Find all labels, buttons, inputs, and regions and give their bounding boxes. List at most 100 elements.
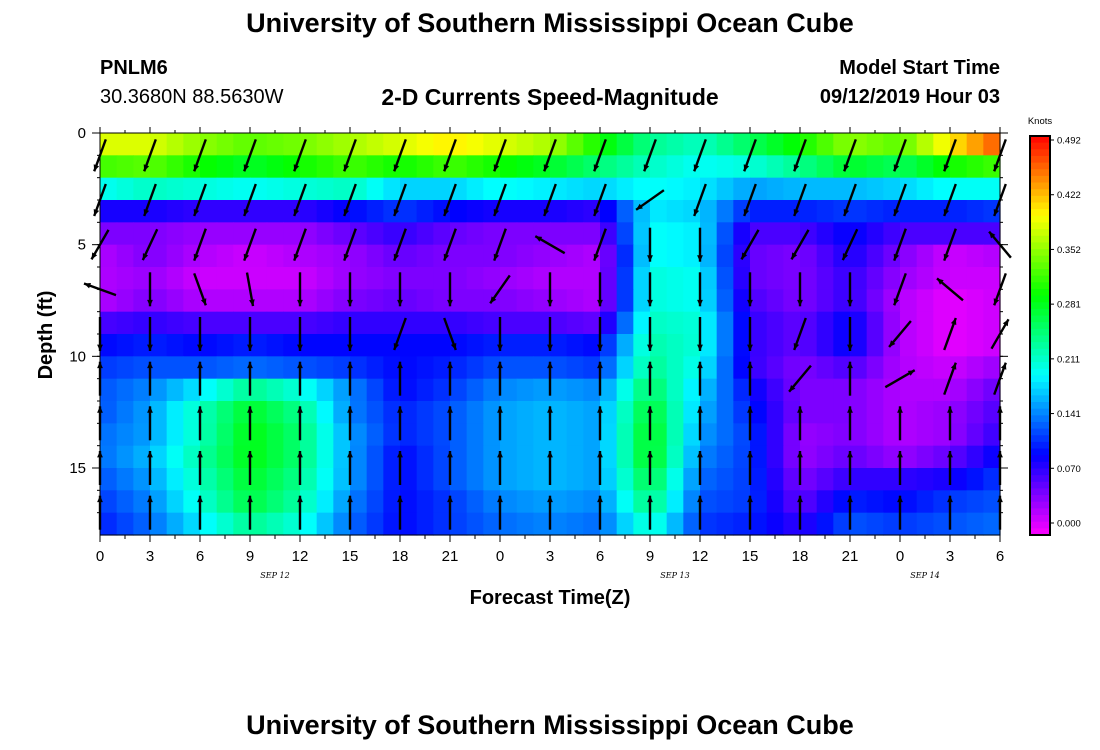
vector-head (297, 361, 303, 369)
heatmap-cell (433, 490, 451, 514)
heatmap-cell (550, 155, 568, 179)
heatmap-cell (966, 222, 984, 246)
heatmap-cell (133, 334, 151, 357)
heatmap-cell (216, 177, 234, 201)
current-vector (397, 495, 403, 530)
heatmap-cell (233, 177, 251, 201)
heatmap-cell (966, 177, 984, 201)
heatmap-cell (633, 133, 651, 156)
heatmap-cell (133, 468, 151, 491)
vector-head (797, 451, 803, 458)
heatmap-cell (566, 468, 584, 491)
heatmap-cell (833, 155, 851, 179)
vector-head (147, 344, 153, 351)
colorbar-segment (1030, 448, 1050, 456)
heatmap-cell (650, 512, 668, 536)
heatmap-cell (100, 468, 118, 491)
vector-head (297, 495, 303, 503)
colorbar-segment (1030, 242, 1050, 250)
heatmap-cell (700, 200, 718, 223)
current-vector (143, 138, 157, 172)
heatmap-cell (283, 401, 301, 424)
heatmap-cell (366, 378, 384, 402)
current-vector (847, 317, 853, 351)
heatmap-cell (866, 490, 884, 514)
heatmap-cell (550, 423, 568, 447)
heatmap-cell (100, 200, 118, 223)
colorbar-segment (1030, 269, 1050, 277)
heatmap-cell (933, 200, 951, 223)
heatmap-cell (550, 468, 568, 491)
x-tick-label: 3 (946, 548, 954, 565)
vector-head (847, 406, 853, 413)
heatmap-cell (466, 267, 484, 290)
heatmap-cell (850, 445, 868, 469)
vector-head (741, 252, 748, 260)
heatmap-cell (566, 289, 584, 313)
colorbar-title: Knots (1028, 116, 1053, 127)
x-tick-label: 15 (742, 548, 759, 565)
current-vector (897, 406, 903, 441)
vector-head (397, 361, 403, 369)
heatmap-cell (100, 267, 118, 290)
vector-head (693, 164, 700, 172)
heatmap-cell (650, 267, 668, 290)
heatmap-cell (933, 445, 951, 469)
plot-title: 2-D Currents Speed-Magnitude (381, 84, 719, 110)
heatmap-cell (150, 445, 168, 469)
heatmap-cell (616, 378, 634, 402)
heatmap-cell (700, 177, 718, 201)
heatmap-cell (550, 311, 568, 335)
heatmap-cell (200, 445, 218, 469)
heatmap-cell (850, 401, 868, 424)
heatmap-cell (133, 378, 151, 402)
heatmap-cell (683, 401, 701, 424)
vector-head (247, 495, 253, 503)
heatmap-cell (750, 356, 768, 380)
heatmap-cell (800, 155, 818, 179)
heatmap-cell (716, 155, 734, 179)
heatmap-cell (766, 222, 784, 246)
vector-head (347, 344, 353, 351)
vector-head (243, 164, 250, 172)
heatmap-cell (650, 356, 668, 380)
vector-head (347, 451, 353, 458)
current-vector (297, 272, 303, 307)
current-vector (347, 361, 353, 396)
current-vector (193, 228, 207, 262)
vector-head (889, 340, 896, 347)
heatmap-cell (716, 267, 734, 290)
heatmap-cell (300, 356, 318, 380)
heatmap-cell (316, 222, 334, 246)
heatmap-cell (250, 177, 268, 201)
heatmap-cell (733, 512, 751, 536)
current-vector (647, 406, 653, 441)
heatmap-cell (366, 289, 384, 313)
heatmap-cell (950, 445, 968, 469)
heatmap-cell (866, 133, 884, 156)
heatmap-cell (483, 155, 501, 179)
vector-head (893, 298, 900, 306)
heatmap-cell (116, 267, 134, 290)
heatmap-cell (900, 468, 918, 491)
vector-head (347, 495, 353, 503)
heatmap-cell (133, 289, 151, 313)
heatmap-cell (400, 468, 418, 491)
current-vector (936, 277, 964, 302)
current-vector (884, 369, 916, 389)
vector-head (547, 344, 553, 351)
heatmap-cell (233, 289, 251, 313)
heatmap-cell (700, 244, 718, 268)
heatmap-cell (816, 200, 834, 223)
colorbar-tick-label: 0.422 (1057, 190, 1081, 201)
x-tick-label: 6 (196, 548, 204, 565)
heatmap-cell (583, 334, 601, 357)
heatmap-cell (583, 267, 601, 290)
heatmap-cell (500, 222, 518, 246)
heatmap-cell (700, 423, 718, 447)
heatmap-cell (400, 244, 418, 268)
heatmap-cell (583, 311, 601, 335)
heatmap-cell (383, 512, 401, 536)
heatmap-cell (866, 200, 884, 223)
heatmap-cell (116, 512, 134, 536)
